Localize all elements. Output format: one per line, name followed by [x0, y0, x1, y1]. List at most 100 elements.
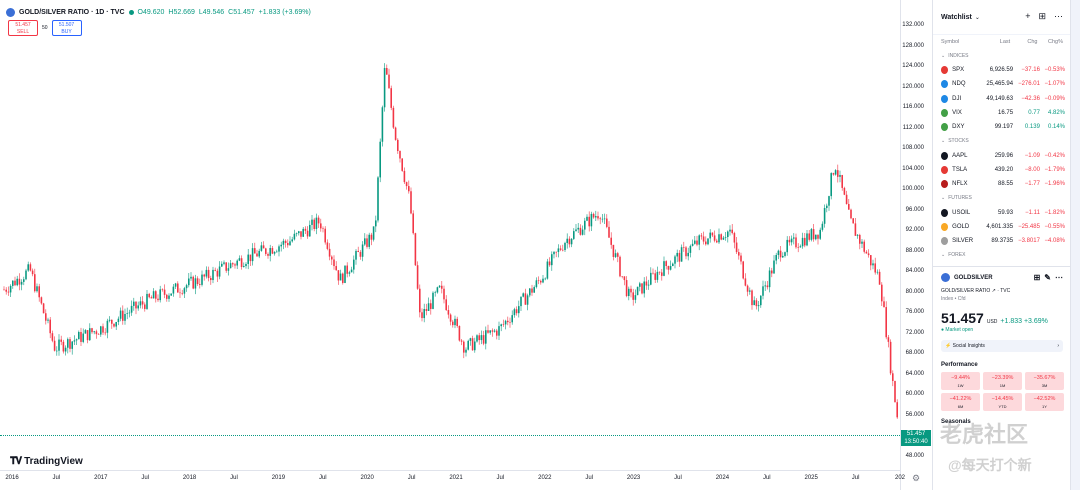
chart-area[interactable]: GOLD/SILVER RATIO · 1D · TVC O49.620 H52… [0, 0, 905, 491]
time-axis[interactable]: 2016 Jul 2017 Jul 2018 Jul 2019 Jul 2020 Jul 2021 J… [0, 470, 905, 491]
col-chg[interactable]: Chg [1027, 39, 1038, 45]
performance-period: 1Y [1042, 404, 1047, 409]
candle-body [751, 290, 753, 306]
candle-body [427, 303, 430, 311]
candle-body [465, 349, 467, 353]
candle-body [155, 291, 157, 299]
last-price-line [0, 435, 900, 436]
buy-button[interactable]: 51.507 BUY [51, 20, 82, 36]
more-icon[interactable]: ⋯ [1054, 11, 1063, 21]
performance-cell: −35.67% 3M [1025, 372, 1064, 390]
candle-body [122, 310, 124, 321]
col-pct[interactable]: Chg% [1048, 39, 1063, 45]
candle-body [509, 322, 511, 323]
chevron-down-icon[interactable]: ⌄ [941, 252, 946, 259]
candle-body [324, 228, 326, 243]
candle-body [566, 238, 568, 243]
watchlist-row[interactable]: GOLD 4,601.335 −25.485 −0.55% [933, 220, 1071, 234]
candle-body [355, 250, 357, 260]
candle-body [544, 278, 546, 280]
add-symbol-icon[interactable]: + [1025, 11, 1031, 21]
y-tick-label: 104.000 [902, 165, 924, 172]
candle-body [650, 272, 652, 285]
row-change: −42.36 [1021, 95, 1040, 102]
detail-price: 51.457 [941, 310, 984, 326]
x-tick-label: 2022 [538, 475, 552, 481]
candle-body [676, 252, 678, 257]
candle-body [892, 373, 894, 381]
edit-icon[interactable]: ✎ [1044, 273, 1051, 282]
row-change-pct: −0.42% [1044, 152, 1065, 159]
col-last[interactable]: Last [999, 39, 1011, 45]
y-tick-label: 88.000 [905, 247, 924, 254]
candle-body [350, 269, 353, 273]
watchlist-section-futures[interactable]: ⌄ FUTURES [933, 191, 1071, 205]
chevron-down-icon[interactable]: ⌄ [941, 53, 946, 59]
watchlist-row[interactable]: VIX 16.75 0.77 4.82% [933, 106, 1071, 120]
candle-body [610, 237, 612, 245]
legend-symbol[interactable]: GOLD/SILVER RATIO · 1D · TVC [19, 9, 125, 16]
y-tick-label: 64.000 [905, 370, 924, 377]
candle-body [3, 289, 5, 291]
x-tick-label: 2021 [449, 475, 463, 481]
watchlist-row[interactable]: DJI 49,149.63 −42.36 −0.09% [933, 92, 1071, 106]
candle-body [203, 274, 205, 277]
watchlist-row[interactable]: SPX 6,926.59 −37.16 −0.53% [933, 63, 1071, 77]
candle-body [188, 278, 190, 286]
social-insights-button[interactable]: ⚡ Social Insights › [941, 340, 1063, 352]
watchlist-title[interactable]: Watchlist [941, 13, 972, 21]
detail-name: GOLD/SILVER RATIO [941, 288, 991, 294]
chevron-down-icon[interactable]: ⌄ [974, 14, 980, 21]
candle-body [518, 306, 520, 314]
candle-body [885, 307, 887, 338]
row-last: 6,926.59 [989, 67, 1014, 74]
watchlist-section-stocks[interactable]: ⌄ STOCKS [933, 134, 1071, 148]
candle-body [881, 284, 883, 302]
candle-body [49, 319, 51, 334]
row-change-pct: −1.79% [1044, 166, 1065, 173]
watchlist-row[interactable]: USOIL 59.93 −1.11 −1.82% [933, 205, 1071, 219]
watchlist-row[interactable]: AAPL 259.96 −1.09 −0.42% [933, 148, 1071, 162]
candle-body [419, 288, 421, 313]
watchlist-row[interactable]: DXY 99.197 0.139 0.14% [933, 120, 1071, 134]
settings-gear-icon[interactable]: ⚙ [912, 473, 921, 483]
watchlist-row[interactable]: TSLA 439.20 −8.00 −1.79% [933, 163, 1071, 177]
candle-body [372, 226, 375, 240]
candle-body [652, 272, 654, 274]
x-tick-label: Jul [141, 475, 150, 481]
candle-body [410, 191, 412, 214]
candle-body [801, 237, 804, 247]
candle-body [276, 251, 278, 253]
right-toolbar[interactable] [1070, 0, 1080, 490]
price-axis[interactable]: 132.000 128.000 124.000 120.000 116.000 112.0… [900, 0, 930, 490]
candle-body [647, 284, 650, 286]
candle-body [170, 293, 172, 296]
detail-symbol[interactable]: GOLDSILVER [954, 274, 993, 281]
watchlist-row[interactable]: NFLX 88.55 −1.77 −1.96% [933, 177, 1071, 191]
candle-body [515, 309, 518, 314]
watchlist-section-forex[interactable]: ⌄ FOREX [933, 248, 1071, 262]
external-link-icon[interactable]: ↗ [991, 288, 996, 294]
layout-icon[interactable]: ⊞ [1038, 11, 1046, 21]
more-icon[interactable]: ⋯ [1055, 273, 1063, 282]
candle-body [460, 340, 463, 342]
performance-value: −23.39% [991, 375, 1014, 381]
candle-body [716, 240, 718, 243]
candle-body [727, 231, 729, 238]
candle-body [128, 312, 131, 314]
grid-icon[interactable]: ⊞ [1033, 273, 1041, 282]
candle-body [859, 234, 861, 244]
row-change-pct: −1.96% [1044, 181, 1065, 188]
chevron-down-icon[interactable]: ⌄ [941, 195, 946, 202]
sell-button[interactable]: 51.457 SELL [8, 20, 38, 36]
watchlist-row[interactable]: SILVER 89.3735 −3.8017 −4.08% [933, 234, 1071, 248]
price-chart[interactable] [0, 0, 900, 470]
chevron-down-icon[interactable]: ⌄ [941, 138, 946, 145]
candle-body [608, 226, 610, 238]
candle-body [137, 305, 139, 309]
watchlist-section-indices[interactable]: ⌄ INDICES [933, 49, 1071, 63]
watchlist-row[interactable]: NDQ 25,465.94 −276.01 −1.07% [933, 77, 1071, 91]
candle-body [364, 238, 366, 245]
chart-legend: GOLD/SILVER RATIO · 1D · TVC O49.620 H52… [6, 8, 311, 17]
col-symbol[interactable]: Symbol [941, 39, 960, 45]
